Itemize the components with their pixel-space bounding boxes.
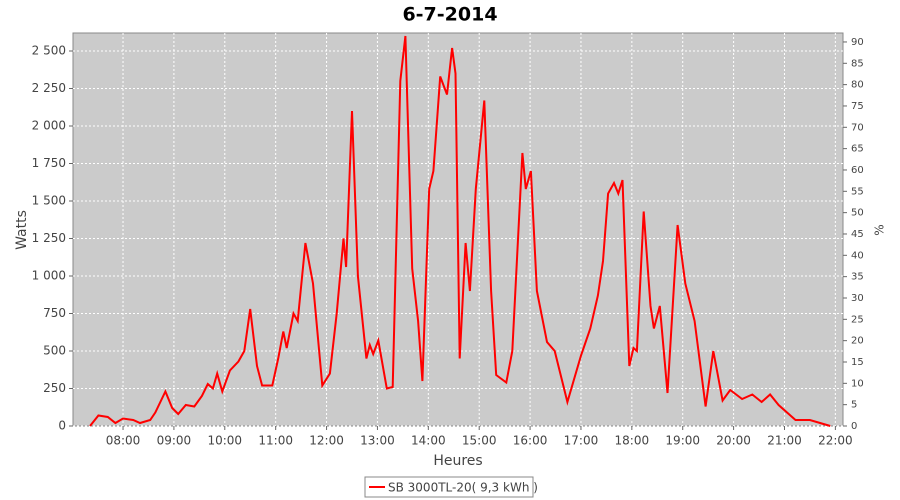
y-tick-label: 1 250 <box>32 231 66 245</box>
legend-box <box>364 476 534 498</box>
y-tick-label: 500 <box>43 344 66 358</box>
y2-tick-label: 20 <box>851 336 864 347</box>
y-tick-label: 1 750 <box>32 156 66 170</box>
y-axis-label: Watts <box>14 210 30 250</box>
x-tick-label: 14:00 <box>411 434 446 448</box>
y2-tick-label: 70 <box>851 122 864 133</box>
x-axis-label: Heures <box>433 453 482 469</box>
y2-tick-label: 60 <box>851 165 864 176</box>
y2-tick-label: 85 <box>851 58 864 69</box>
y2-tick-label: 35 <box>851 272 864 283</box>
x-tick-label: 18:00 <box>615 434 650 448</box>
legend-label: SB 3000TL-20( 9,3 kWh ) <box>388 481 538 495</box>
y-tick-label: 750 <box>43 306 66 320</box>
y-tick-label: 2 250 <box>32 81 66 95</box>
x-tick-label: 12:00 <box>309 434 344 448</box>
y2-tick-label: 25 <box>851 314 864 325</box>
x-tick-label: 21:00 <box>767 434 802 448</box>
y2-tick-label: 80 <box>851 80 864 91</box>
x-tick-label: 17:00 <box>564 434 599 448</box>
chart-title: 6-7-2014 <box>402 4 497 26</box>
y-tick-label: 0 <box>58 419 66 433</box>
x-tick-label: 19:00 <box>665 434 700 448</box>
x-tick-label: 10:00 <box>207 434 242 448</box>
y-tick-label: 2 500 <box>32 44 66 58</box>
x-tick-label: 16:00 <box>513 434 548 448</box>
y-tick-label: 2 000 <box>32 119 66 133</box>
y-tick-label: 1 500 <box>32 194 66 208</box>
y2-tick-label: 0 <box>851 421 857 432</box>
x-tick-label: 13:00 <box>360 434 395 448</box>
y-tick-label: 250 <box>43 381 66 395</box>
x-tick-label: 09:00 <box>157 434 192 448</box>
y2-axis-label: % <box>873 224 887 235</box>
x-tick-label: 20:00 <box>716 434 751 448</box>
y2-tick-label: 15 <box>851 357 864 368</box>
x-tick-label: 22:00 <box>818 434 853 448</box>
y2-tick-label: 55 <box>851 186 864 197</box>
y2-tick-label: 90 <box>851 37 864 48</box>
y2-tick-label: 30 <box>851 293 864 304</box>
y2-tick-label: 75 <box>851 101 864 112</box>
y2-tick-label: 45 <box>851 229 864 240</box>
y2-tick-label: 40 <box>851 250 864 261</box>
x-tick-label: 11:00 <box>258 434 293 448</box>
y2-tick-label: 65 <box>851 144 864 155</box>
series-line <box>89 35 831 427</box>
legend: SB 3000TL-20( 9,3 kWh ) <box>364 476 538 498</box>
x-tick-label: 15:00 <box>462 434 497 448</box>
x-tick-label: 08:00 <box>106 434 141 448</box>
y-tick-label: 1 000 <box>32 269 66 283</box>
y2-tick-label: 10 <box>851 378 864 389</box>
y2-tick-label: 5 <box>851 400 857 411</box>
y2-tick-label: 50 <box>851 208 864 219</box>
